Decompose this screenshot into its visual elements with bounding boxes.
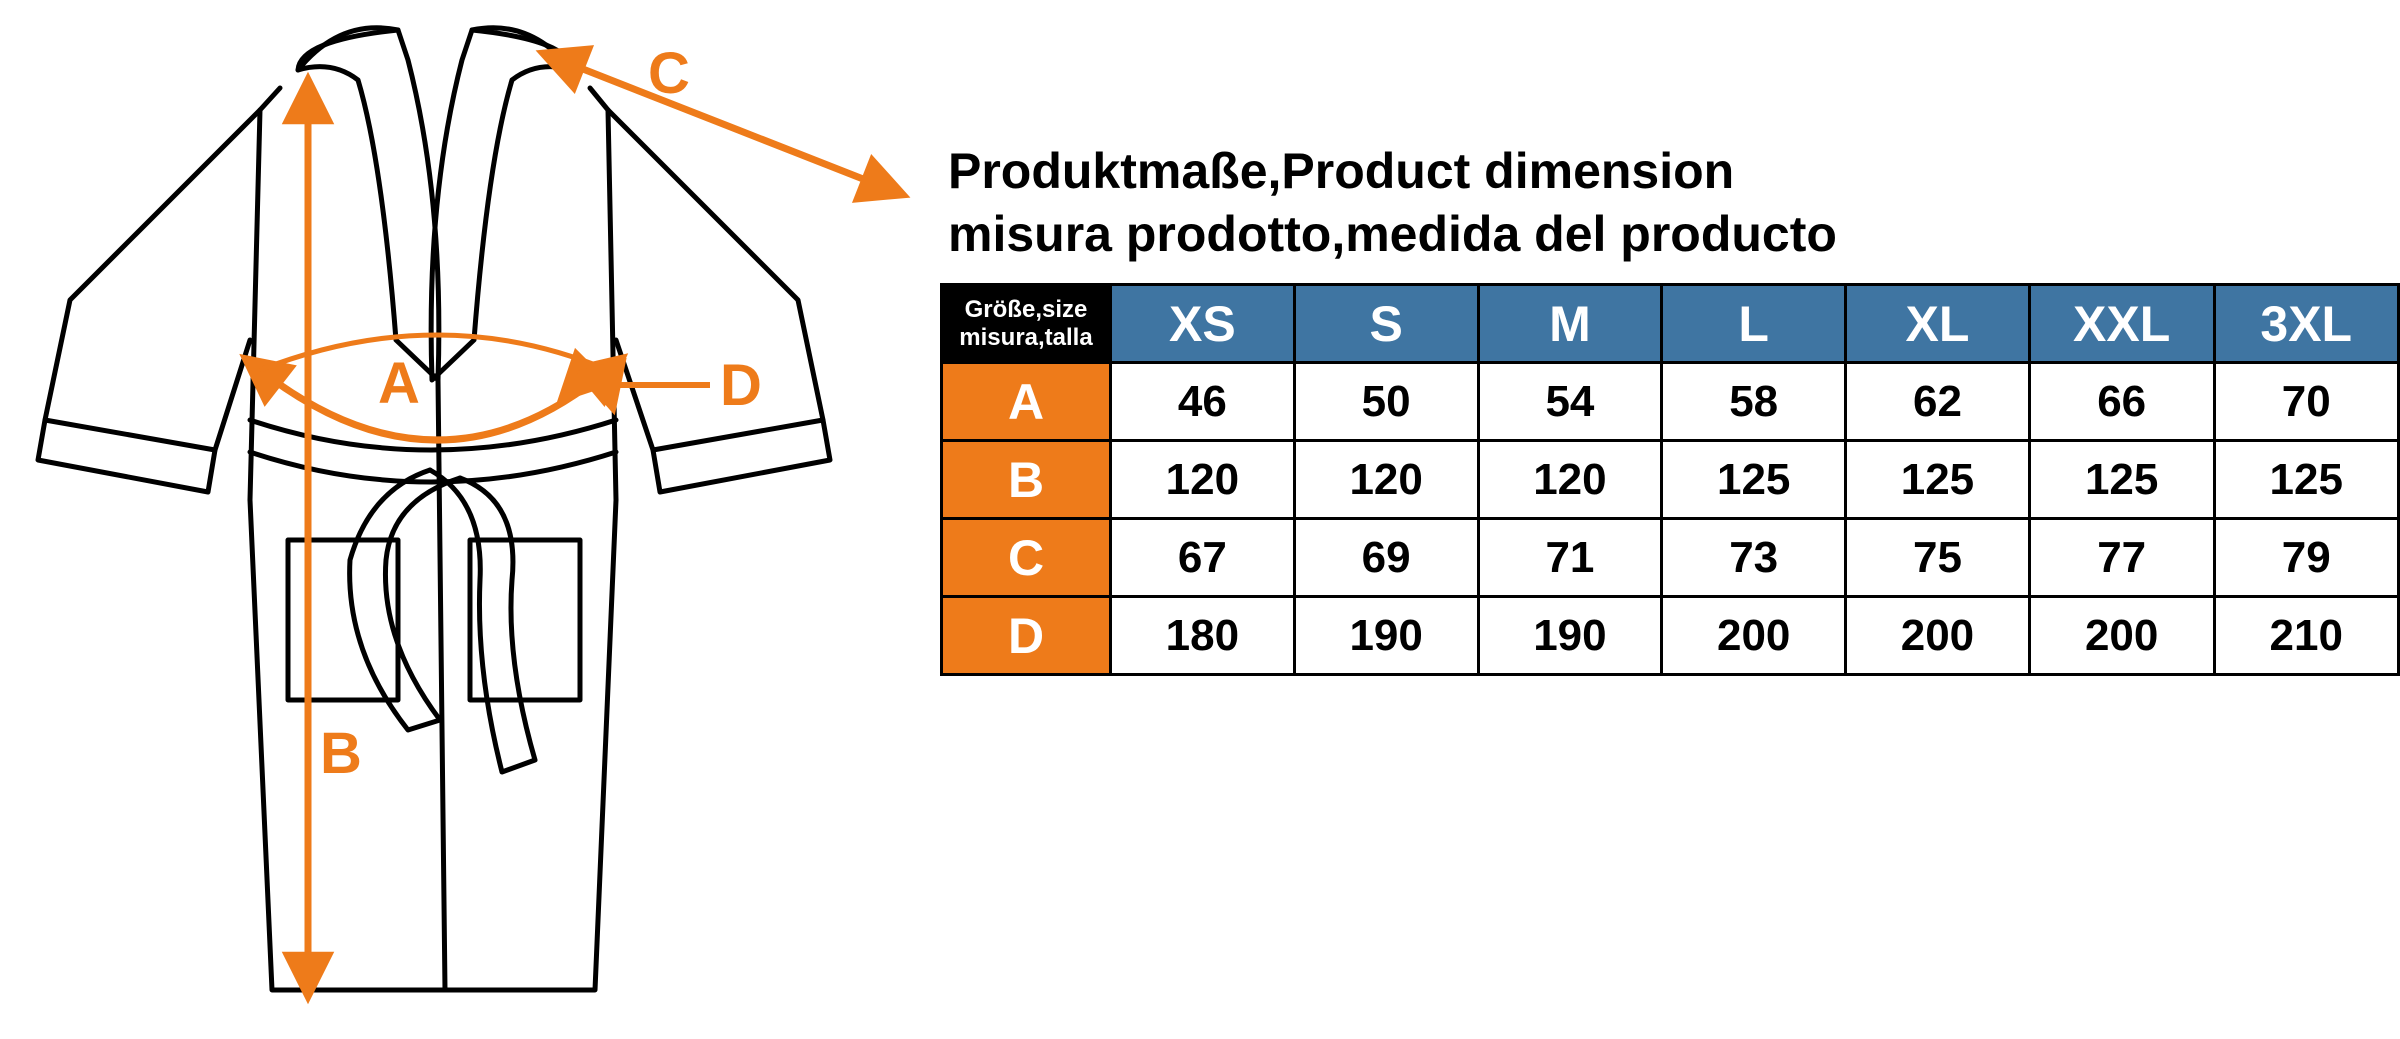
cell: 125 [1846,441,2030,519]
dim-label-c: C [648,40,690,107]
cell: 54 [1478,363,1662,441]
row-header-c: C [942,519,1111,597]
size-table: Größe,size misura,talla XS S M L XL XXL … [940,283,2400,676]
table-row: A 46 50 54 58 62 66 70 [942,363,2399,441]
col-header: XS [1111,285,1295,363]
table-row: C 67 69 71 73 75 77 79 [942,519,2399,597]
title-line-1: Produktmaße,Product dimension [948,140,2400,203]
dim-label-a: A [378,350,420,417]
table-header-row: Größe,size misura,talla XS S M L XL XXL … [942,285,2399,363]
cell: 125 [2029,441,2214,519]
cell: 77 [2029,519,2214,597]
cell: 125 [2214,441,2399,519]
cell: 58 [1662,363,1846,441]
cell: 200 [1846,597,2030,675]
corner-line-1: Größe,size [947,296,1105,324]
cell: 190 [1294,597,1478,675]
table-row: D 180 190 190 200 200 200 210 [942,597,2399,675]
cell: 125 [1662,441,1846,519]
cell: 73 [1662,519,1846,597]
row-header-d: D [942,597,1111,675]
cell: 66 [2029,363,2214,441]
cell: 120 [1478,441,1662,519]
col-header: M [1478,285,1662,363]
dim-label-b: B [320,720,362,787]
cell: 70 [2214,363,2399,441]
right-panel: Produktmaße,Product dimension misura pro… [920,0,2400,676]
cell: 120 [1294,441,1478,519]
cell: 71 [1478,519,1662,597]
cell: 210 [2214,597,2399,675]
col-header: S [1294,285,1478,363]
table-corner: Größe,size misura,talla [942,285,1111,363]
col-header: XXL [2029,285,2214,363]
bathrobe-svg [0,0,920,1039]
row-header-a: A [942,363,1111,441]
cell: 180 [1111,597,1295,675]
col-header: L [1662,285,1846,363]
table-row: B 120 120 120 125 125 125 125 [942,441,2399,519]
title-block: Produktmaße,Product dimension misura pro… [940,140,2400,265]
cell: 67 [1111,519,1295,597]
title-line-2: misura prodotto,medida del producto [948,203,2400,266]
bathrobe-diagram: A B C D [0,0,920,1039]
cell: 75 [1846,519,2030,597]
cell: 46 [1111,363,1295,441]
cell: 200 [2029,597,2214,675]
cell: 200 [1662,597,1846,675]
cell: 50 [1294,363,1478,441]
cell: 120 [1111,441,1295,519]
corner-line-2: misura,talla [947,324,1105,352]
col-header: 3XL [2214,285,2399,363]
cell: 79 [2214,519,2399,597]
cell: 69 [1294,519,1478,597]
dim-label-d: D [720,352,762,419]
cell: 62 [1846,363,2030,441]
cell: 190 [1478,597,1662,675]
col-header: XL [1846,285,2030,363]
row-header-b: B [942,441,1111,519]
